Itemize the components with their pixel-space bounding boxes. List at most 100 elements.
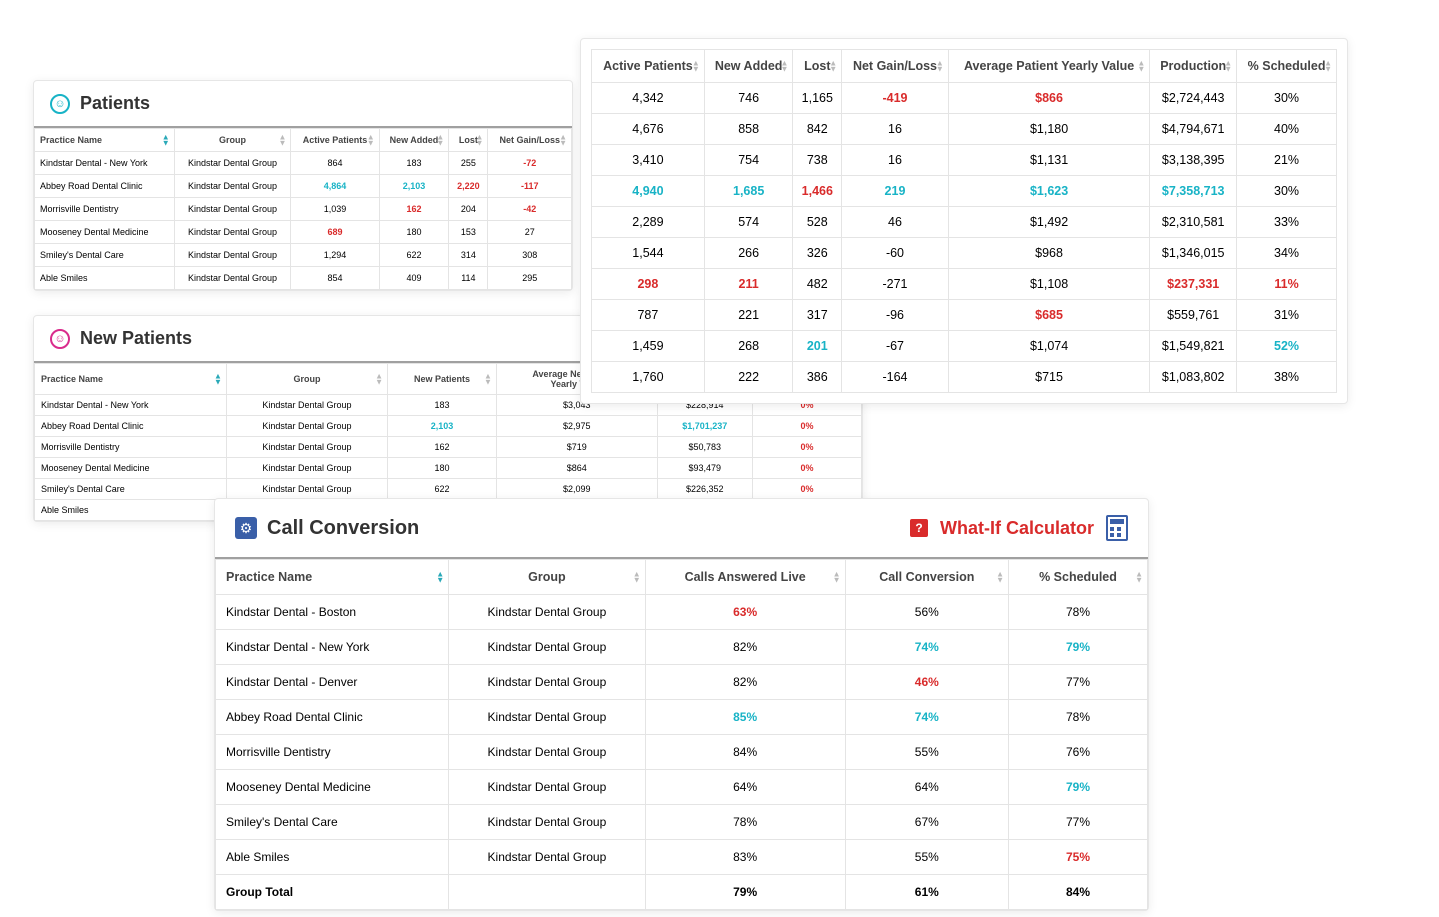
table-cell: Kindstar Dental Group bbox=[174, 221, 291, 244]
table-row[interactable]: Group Total79%61%84% bbox=[216, 875, 1148, 910]
column-header[interactable]: New Patients▲▼ bbox=[388, 364, 497, 395]
table-cell: 46% bbox=[845, 665, 1008, 700]
column-header[interactable]: % Scheduled▲▼ bbox=[1009, 560, 1148, 595]
table-cell: Kindstar Dental Group bbox=[449, 735, 646, 770]
table-cell: 787 bbox=[592, 300, 705, 331]
table-row[interactable]: Morrisville DentistryKindstar Dental Gro… bbox=[35, 198, 572, 221]
table-cell: 78% bbox=[1009, 595, 1148, 630]
table-cell: 55% bbox=[845, 840, 1008, 875]
table-cell: 2,103 bbox=[388, 416, 497, 437]
column-header[interactable]: Group▲▼ bbox=[449, 560, 646, 595]
table-row[interactable]: 4,67685884216$1,180$4,794,67140% bbox=[592, 114, 1337, 145]
table-row[interactable]: Smiley's Dental CareKindstar Dental Grou… bbox=[35, 244, 572, 267]
table-cell: 153 bbox=[449, 221, 488, 244]
table-row[interactable]: Morrisville DentistryKindstar Dental Gro… bbox=[35, 437, 862, 458]
table-cell: -60 bbox=[842, 238, 949, 269]
table-row[interactable]: 4,9401,6851,466219$1,623$7,358,71330% bbox=[592, 176, 1337, 207]
table-row[interactable]: Able SmilesKindstar Dental Group85440911… bbox=[35, 267, 572, 290]
table-row[interactable]: Smiley's Dental CareKindstar Dental Grou… bbox=[216, 805, 1148, 840]
table-cell: 77% bbox=[1009, 805, 1148, 840]
column-header[interactable]: Practice Name▲▼ bbox=[216, 560, 449, 595]
table-row[interactable]: 3,41075473816$1,131$3,138,39521% bbox=[592, 145, 1337, 176]
table-cell: 4,676 bbox=[592, 114, 705, 145]
table-cell: $1,180 bbox=[948, 114, 1149, 145]
table-cell: 689 bbox=[291, 221, 379, 244]
help-icon[interactable]: ? bbox=[910, 519, 928, 537]
column-header[interactable]: Average Patient Yearly Value▲▼ bbox=[948, 50, 1149, 83]
column-header[interactable]: Lost▲▼ bbox=[793, 50, 842, 83]
table-row[interactable]: Smiley's Dental CareKindstar Dental Grou… bbox=[35, 479, 862, 500]
column-header[interactable]: Practice Name▲▼ bbox=[35, 364, 227, 395]
table-cell: 746 bbox=[704, 83, 793, 114]
table-row[interactable]: Kindstar Dental - New YorkKindstar Denta… bbox=[35, 152, 572, 175]
table-cell: Kindstar Dental - New York bbox=[216, 630, 449, 665]
table-cell: -164 bbox=[842, 362, 949, 393]
table-cell: Kindstar Dental Group bbox=[226, 395, 387, 416]
table-cell: 622 bbox=[379, 244, 449, 267]
column-header[interactable]: New Added▲▼ bbox=[379, 129, 449, 152]
table-row[interactable]: Mooseney Dental MedicineKindstar Dental … bbox=[35, 458, 862, 479]
column-header[interactable]: Calls Answered Live▲▼ bbox=[645, 560, 845, 595]
column-header[interactable]: Practice Name▲▼ bbox=[35, 129, 175, 152]
call-conversion-title: Call Conversion bbox=[267, 517, 419, 540]
table-cell: Kindstar Dental - New York bbox=[35, 152, 175, 175]
calculator-icon[interactable] bbox=[1106, 515, 1128, 541]
column-header[interactable]: Production▲▼ bbox=[1150, 50, 1237, 83]
table-cell: 74% bbox=[845, 700, 1008, 735]
table-row[interactable]: 2,28957452846$1,492$2,310,58133% bbox=[592, 207, 1337, 238]
table-row[interactable]: Able SmilesKindstar Dental Group83%55%75… bbox=[216, 840, 1148, 875]
table-cell: Abbey Road Dental Clinic bbox=[35, 175, 175, 198]
table-cell: 61% bbox=[845, 875, 1008, 910]
table-row[interactable]: 4,3427461,165-419$866$2,724,44330% bbox=[592, 83, 1337, 114]
table-cell: 4,864 bbox=[291, 175, 379, 198]
column-header[interactable]: % Scheduled▲▼ bbox=[1237, 50, 1337, 83]
table-row[interactable]: Abbey Road Dental ClinicKindstar Dental … bbox=[35, 416, 862, 437]
table-cell: Kindstar Dental Group bbox=[226, 479, 387, 500]
table-row[interactable]: Kindstar Dental - DenverKindstar Dental … bbox=[216, 665, 1148, 700]
table-cell: $1,701,237 bbox=[657, 416, 753, 437]
patients-table: Practice Name▲▼Group▲▼Active Patients▲▼N… bbox=[34, 128, 572, 290]
call-conversion-table: Practice Name▲▼Group▲▼Calls Answered Liv… bbox=[215, 559, 1148, 910]
column-header[interactable]: Net Gain/Loss▲▼ bbox=[488, 129, 572, 152]
patients-title: Patients bbox=[80, 93, 150, 114]
table-cell: 386 bbox=[793, 362, 842, 393]
table-row[interactable]: 787221317-96$685$559,76131% bbox=[592, 300, 1337, 331]
table-cell: 268 bbox=[704, 331, 793, 362]
column-header[interactable]: Call Conversion▲▼ bbox=[845, 560, 1008, 595]
table-cell: 77% bbox=[1009, 665, 1148, 700]
table-cell: Morrisville Dentistry bbox=[35, 198, 175, 221]
table-cell: 38% bbox=[1237, 362, 1337, 393]
column-header[interactable]: Active Patients▲▼ bbox=[291, 129, 379, 152]
table-cell: 64% bbox=[845, 770, 1008, 805]
table-row[interactable]: Mooseney Dental MedicineKindstar Dental … bbox=[216, 770, 1148, 805]
table-cell: 2,220 bbox=[449, 175, 488, 198]
table-row[interactable]: 1,544266326-60$968$1,346,01534% bbox=[592, 238, 1337, 269]
table-cell: $226,352 bbox=[657, 479, 753, 500]
table-row[interactable]: 1,459268201-67$1,074$1,549,82152% bbox=[592, 331, 1337, 362]
table-cell: $2,099 bbox=[496, 479, 657, 500]
table-row[interactable]: Kindstar Dental - BostonKindstar Dental … bbox=[216, 595, 1148, 630]
metrics-table: Active Patients▲▼New Added▲▼Lost▲▼Net Ga… bbox=[591, 49, 1337, 393]
column-header[interactable]: New Added▲▼ bbox=[704, 50, 793, 83]
column-header[interactable]: Group▲▼ bbox=[226, 364, 387, 395]
column-header[interactable]: Net Gain/Loss▲▼ bbox=[842, 50, 949, 83]
column-header[interactable]: Lost▲▼ bbox=[449, 129, 488, 152]
table-row[interactable]: Morrisville DentistryKindstar Dental Gro… bbox=[216, 735, 1148, 770]
table-cell: 52% bbox=[1237, 331, 1337, 362]
whatif-calculator-link[interactable]: What-If Calculator bbox=[940, 518, 1094, 539]
table-cell: $50,783 bbox=[657, 437, 753, 458]
table-cell: 308 bbox=[488, 244, 572, 267]
table-row[interactable]: Kindstar Dental - New YorkKindstar Denta… bbox=[216, 630, 1148, 665]
table-cell: $1,549,821 bbox=[1150, 331, 1237, 362]
table-cell: 295 bbox=[488, 267, 572, 290]
table-row[interactable]: Mooseney Dental MedicineKindstar Dental … bbox=[35, 221, 572, 244]
table-cell: 854 bbox=[291, 267, 379, 290]
table-row[interactable]: 1,760222386-164$715$1,083,80238% bbox=[592, 362, 1337, 393]
table-row[interactable]: 298211482-271$1,108$237,33111% bbox=[592, 269, 1337, 300]
column-header[interactable]: Active Patients▲▼ bbox=[592, 50, 705, 83]
table-cell: Kindstar Dental Group bbox=[174, 267, 291, 290]
table-row[interactable]: Abbey Road Dental ClinicKindstar Dental … bbox=[35, 175, 572, 198]
table-row[interactable]: Abbey Road Dental ClinicKindstar Dental … bbox=[216, 700, 1148, 735]
table-cell: Kindstar Dental - New York bbox=[35, 395, 227, 416]
column-header[interactable]: Group▲▼ bbox=[174, 129, 291, 152]
